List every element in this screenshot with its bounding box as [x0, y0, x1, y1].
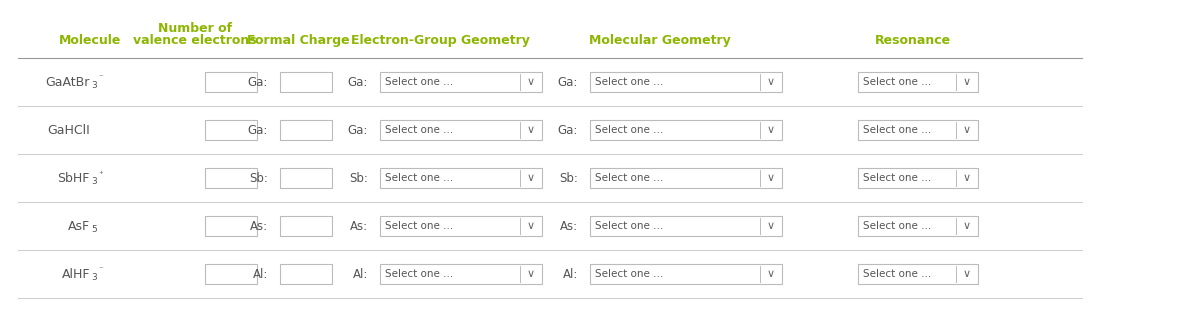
Text: Electron-Group Geometry: Electron-Group Geometry — [350, 34, 529, 47]
Text: ∨: ∨ — [527, 269, 535, 279]
FancyBboxPatch shape — [205, 216, 257, 236]
Text: ⁻: ⁻ — [98, 74, 103, 82]
Text: ∨: ∨ — [962, 269, 971, 279]
Text: ∨: ∨ — [527, 173, 535, 183]
Text: ∨: ∨ — [527, 125, 535, 135]
Text: As:: As: — [250, 220, 268, 232]
FancyBboxPatch shape — [380, 168, 542, 188]
Text: Select one ...: Select one ... — [385, 77, 454, 87]
Text: Sb:: Sb: — [250, 171, 268, 185]
Text: Select one ...: Select one ... — [595, 77, 664, 87]
Text: Sb:: Sb: — [349, 171, 368, 185]
FancyBboxPatch shape — [858, 264, 978, 284]
FancyBboxPatch shape — [380, 264, 542, 284]
Text: 3: 3 — [91, 273, 97, 282]
Text: Molecular Geometry: Molecular Geometry — [589, 34, 731, 47]
Text: ∨: ∨ — [767, 221, 775, 231]
Text: ∨: ∨ — [767, 269, 775, 279]
Text: As:: As: — [350, 220, 368, 232]
Text: Select one ...: Select one ... — [385, 221, 454, 231]
FancyBboxPatch shape — [280, 264, 332, 284]
FancyBboxPatch shape — [205, 264, 257, 284]
Text: Select one ...: Select one ... — [385, 173, 454, 183]
Text: Number of: Number of — [158, 22, 232, 35]
Text: ⁻: ⁻ — [98, 265, 103, 274]
Text: Select one ...: Select one ... — [863, 125, 931, 135]
FancyBboxPatch shape — [858, 168, 978, 188]
Text: AlHF: AlHF — [61, 267, 90, 281]
Text: ∨: ∨ — [767, 173, 775, 183]
Text: Select one ...: Select one ... — [385, 269, 454, 279]
FancyBboxPatch shape — [590, 168, 782, 188]
Text: ∨: ∨ — [962, 77, 971, 87]
FancyBboxPatch shape — [280, 168, 332, 188]
FancyBboxPatch shape — [590, 120, 782, 140]
FancyBboxPatch shape — [280, 216, 332, 236]
Text: Al:: Al: — [353, 267, 368, 281]
Text: Resonance: Resonance — [875, 34, 952, 47]
FancyBboxPatch shape — [280, 72, 332, 92]
Text: ∨: ∨ — [767, 77, 775, 87]
Text: Ga:: Ga: — [247, 124, 268, 136]
Text: Select one ...: Select one ... — [863, 269, 931, 279]
FancyBboxPatch shape — [590, 264, 782, 284]
Text: ∨: ∨ — [962, 173, 971, 183]
Text: ⁺: ⁺ — [98, 169, 103, 178]
Text: 3: 3 — [91, 177, 97, 186]
Text: Al:: Al: — [253, 267, 268, 281]
FancyBboxPatch shape — [380, 72, 542, 92]
Text: Ga:: Ga: — [558, 124, 578, 136]
FancyBboxPatch shape — [590, 216, 782, 236]
Text: 3: 3 — [91, 81, 97, 90]
Text: ∨: ∨ — [527, 221, 535, 231]
FancyBboxPatch shape — [205, 120, 257, 140]
Text: As:: As: — [560, 220, 578, 232]
Text: GaAtBr: GaAtBr — [46, 75, 90, 89]
FancyBboxPatch shape — [205, 72, 257, 92]
Text: AsF: AsF — [68, 220, 90, 232]
Text: Ga:: Ga: — [558, 75, 578, 89]
Text: ∨: ∨ — [962, 125, 971, 135]
FancyBboxPatch shape — [590, 72, 782, 92]
Text: Select one ...: Select one ... — [863, 221, 931, 231]
Text: Al:: Al: — [563, 267, 578, 281]
FancyBboxPatch shape — [280, 120, 332, 140]
Text: Sb:: Sb: — [559, 171, 578, 185]
FancyBboxPatch shape — [380, 216, 542, 236]
Text: 5: 5 — [91, 225, 97, 234]
Text: valence electrons: valence electrons — [133, 34, 257, 47]
FancyBboxPatch shape — [858, 120, 978, 140]
FancyBboxPatch shape — [858, 72, 978, 92]
Text: Select one ...: Select one ... — [863, 77, 931, 87]
Text: Select one ...: Select one ... — [595, 173, 664, 183]
Text: Select one ...: Select one ... — [863, 173, 931, 183]
Text: Formal Charge: Formal Charge — [247, 34, 349, 47]
Text: Select one ...: Select one ... — [385, 125, 454, 135]
Text: Ga:: Ga: — [348, 75, 368, 89]
Text: SbHF: SbHF — [58, 171, 90, 185]
FancyBboxPatch shape — [380, 120, 542, 140]
FancyBboxPatch shape — [858, 216, 978, 236]
Text: Select one ...: Select one ... — [595, 269, 664, 279]
Text: Ga:: Ga: — [247, 75, 268, 89]
Text: Ga:: Ga: — [348, 124, 368, 136]
FancyBboxPatch shape — [205, 168, 257, 188]
Text: Molecule: Molecule — [59, 34, 121, 47]
Text: GaHClI: GaHClI — [47, 124, 90, 136]
Text: Select one ...: Select one ... — [595, 221, 664, 231]
Text: ∨: ∨ — [527, 77, 535, 87]
Text: Select one ...: Select one ... — [595, 125, 664, 135]
Text: ∨: ∨ — [962, 221, 971, 231]
Text: ∨: ∨ — [767, 125, 775, 135]
